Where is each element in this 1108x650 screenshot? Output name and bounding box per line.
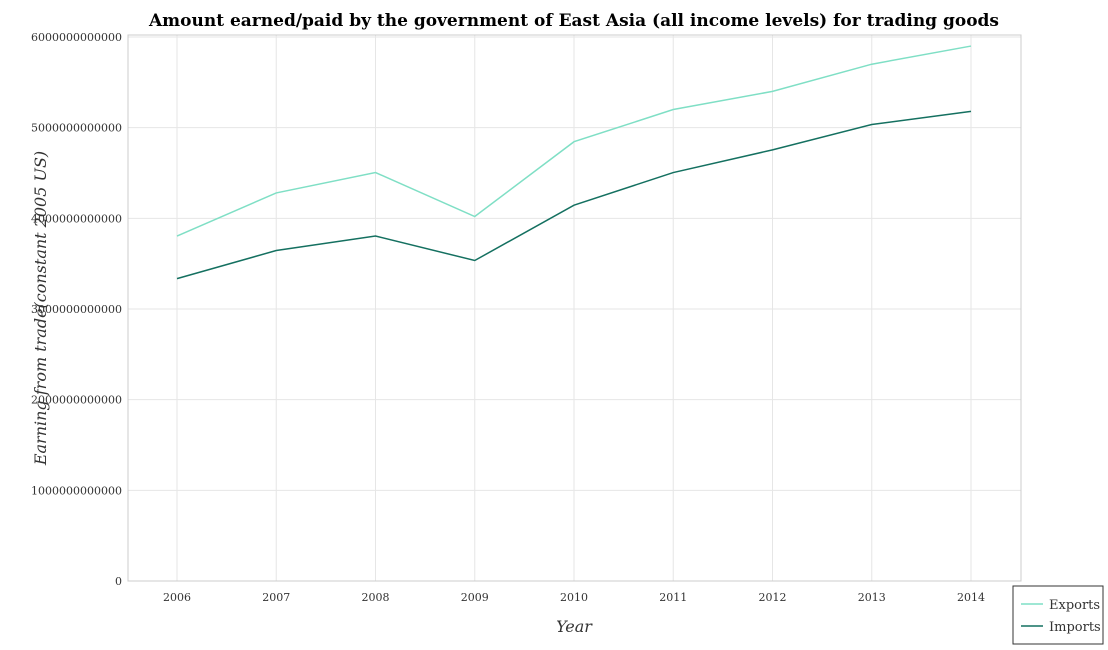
x-tick-label: 2011 [659,591,687,604]
x-tick-label: 2007 [262,591,290,604]
y-tick-label: 0 [115,575,122,588]
y-tick-label: 2000000000000 [31,394,122,407]
grid [128,35,1021,582]
y-axis-label: Earning from trade(constant 2005 US) [31,151,50,466]
x-tick-label: 2014 [957,591,985,604]
y-tick-label: 6000000000000 [31,31,122,44]
y-tick-label: 1000000000000 [31,484,122,497]
series-line-exports [176,45,972,237]
legend-label-imports: Imports [1049,620,1101,635]
x-tick-label: 2009 [461,591,489,604]
x-tick-label: 2012 [759,591,787,604]
x-tick-label: 2010 [560,591,588,604]
chart-title: Amount earned/paid by the government of … [148,11,999,31]
x-tick-label: 2008 [362,591,390,604]
series-line-imports [176,110,972,280]
y-tick-label: 5000000000000 [31,122,122,135]
legend: Exports Imports [1012,585,1104,645]
legend-box [1012,585,1104,645]
y-axis-ticks: 0 1000000000000 2000000000000 3000000000000… [31,31,122,588]
x-axis-ticks: 2006 2007 2008 2009 2010 2011 2012 2013 2014 [163,591,985,604]
y-tick-label: 4000000000000 [31,212,122,225]
x-tick-label: 2013 [858,591,886,604]
y-tick-label: 3000000000000 [31,303,122,316]
x-axis-label: Year [556,617,593,636]
series-lines [176,45,972,280]
x-tick-label: 2006 [163,591,191,604]
plot-area-border [127,34,1022,582]
legend-label-exports: Exports [1049,598,1100,613]
